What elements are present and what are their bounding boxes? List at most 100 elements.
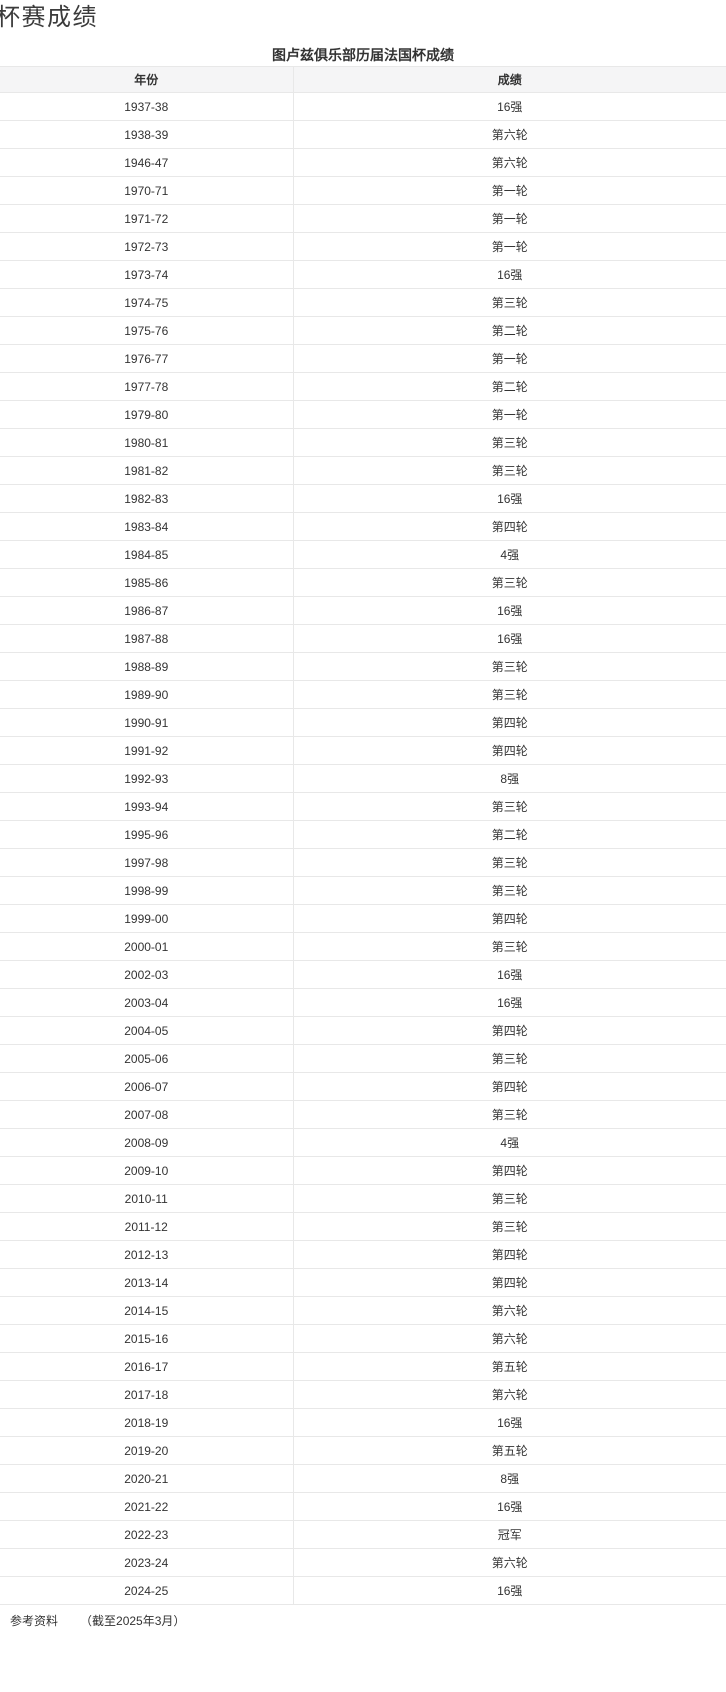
result-cell: 第六轮	[293, 1324, 726, 1353]
table-row: 2008-09 4强	[0, 1128, 726, 1157]
year-cell: 1977-78	[0, 372, 294, 401]
table-row: 2013-14 第四轮	[0, 1268, 726, 1297]
year-cell: 1991-92	[0, 736, 294, 765]
table-row: 1974-75 第三轮	[0, 288, 726, 317]
year-cell: 2019-20	[0, 1436, 294, 1465]
year-cell: 2014-15	[0, 1296, 294, 1325]
table-row: 2019-20 第五轮	[0, 1436, 726, 1465]
year-cell: 1973-74	[0, 260, 294, 289]
year-cell: 1999-00	[0, 904, 294, 933]
year-cell: 2023-24	[0, 1548, 294, 1577]
table-row: 1973-74 16强	[0, 260, 726, 289]
result-cell: 第三轮	[293, 876, 726, 905]
table-row: 1989-90 第三轮	[0, 680, 726, 709]
year-cell: 1987-88	[0, 624, 294, 653]
column-header-year: 年份	[0, 66, 294, 93]
year-cell: 2011-12	[0, 1212, 294, 1241]
table-row: 1986-87 16强	[0, 596, 726, 625]
result-cell: 第四轮	[293, 1240, 726, 1269]
table-row: 1976-77 第一轮	[0, 344, 726, 373]
table-row: 1995-96 第二轮	[0, 820, 726, 849]
year-cell: 1971-72	[0, 204, 294, 233]
table-row: 2011-12 第三轮	[0, 1212, 726, 1241]
result-cell: 8强	[293, 1464, 726, 1493]
year-cell: 2021-22	[0, 1492, 294, 1521]
result-cell: 第四轮	[293, 904, 726, 933]
year-cell: 1992-93	[0, 764, 294, 793]
result-cell: 第三轮	[293, 1212, 726, 1241]
result-cell: 第四轮	[293, 708, 726, 737]
result-cell: 第三轮	[293, 428, 726, 457]
table-footer: 参考资料 （截至2025年3月）	[0, 1605, 726, 1638]
year-cell: 2020-21	[0, 1464, 294, 1493]
year-cell: 2006-07	[0, 1072, 294, 1101]
result-cell: 第三轮	[293, 932, 726, 961]
table-row: 1938-39 第六轮	[0, 120, 726, 149]
result-cell: 第六轮	[293, 1548, 726, 1577]
reference-note: （截至2025年3月）	[80, 1614, 186, 1628]
year-cell: 2013-14	[0, 1268, 294, 1297]
year-cell: 2005-06	[0, 1044, 294, 1073]
year-cell: 1984-85	[0, 540, 294, 569]
table-row: 2023-24 第六轮	[0, 1548, 726, 1577]
result-cell: 第二轮	[293, 820, 726, 849]
table-row: 2006-07 第四轮	[0, 1072, 726, 1101]
result-cell: 16强	[293, 92, 726, 121]
table-row: 1991-92 第四轮	[0, 736, 726, 765]
table-row: 2012-13 第四轮	[0, 1240, 726, 1269]
year-cell: 1938-39	[0, 120, 294, 149]
table-row: 1972-73 第一轮	[0, 232, 726, 261]
table-row: 1971-72 第一轮	[0, 204, 726, 233]
result-cell: 4强	[293, 1128, 726, 1157]
result-cell: 第三轮	[293, 680, 726, 709]
year-cell: 2004-05	[0, 1016, 294, 1045]
year-cell: 2018-19	[0, 1408, 294, 1437]
table-row: 1982-83 16强	[0, 484, 726, 513]
table-row: 2005-06 第三轮	[0, 1044, 726, 1073]
table-row: 1998-99 第三轮	[0, 876, 726, 905]
table-row: 1946-47 第六轮	[0, 148, 726, 177]
table-header-row: 年份 成绩	[0, 66, 726, 93]
year-cell: 1981-82	[0, 456, 294, 485]
table-row: 2002-03 16强	[0, 960, 726, 989]
result-cell: 16强	[293, 624, 726, 653]
result-cell: 第六轮	[293, 1380, 726, 1409]
year-cell: 1976-77	[0, 344, 294, 373]
table-row: 1990-91 第四轮	[0, 708, 726, 737]
year-cell: 2007-08	[0, 1100, 294, 1129]
year-cell: 1995-96	[0, 820, 294, 849]
table-row: 1979-80 第一轮	[0, 400, 726, 429]
year-cell: 1937-38	[0, 92, 294, 121]
table-row: 1993-94 第三轮	[0, 792, 726, 821]
result-cell: 第四轮	[293, 1016, 726, 1045]
result-cell: 8强	[293, 764, 726, 793]
table-row: 2010-11 第三轮	[0, 1184, 726, 1213]
table-row: 1997-98 第三轮	[0, 848, 726, 877]
reference-label: 参考资料	[10, 1614, 59, 1628]
year-cell: 2003-04	[0, 988, 294, 1017]
year-cell: 1974-75	[0, 288, 294, 317]
result-cell: 第一轮	[293, 400, 726, 429]
result-cell: 第五轮	[293, 1436, 726, 1465]
result-cell: 第六轮	[293, 148, 726, 177]
table-title: 图卢兹俱乐部历届法国杯成绩	[272, 47, 454, 63]
year-cell: 1979-80	[0, 400, 294, 429]
result-cell: 16强	[293, 484, 726, 513]
table-row: 1975-76 第二轮	[0, 316, 726, 345]
table-row: 2007-08 第三轮	[0, 1100, 726, 1129]
result-cell: 第四轮	[293, 1268, 726, 1297]
result-cell: 第一轮	[293, 232, 726, 261]
year-cell: 1990-91	[0, 708, 294, 737]
result-cell: 第三轮	[293, 1044, 726, 1073]
result-cell: 16强	[293, 596, 726, 625]
result-cell: 16强	[293, 960, 726, 989]
year-cell: 1989-90	[0, 680, 294, 709]
table-row: 2000-01 第三轮	[0, 932, 726, 961]
result-cell: 第三轮	[293, 456, 726, 485]
result-cell: 16强	[293, 260, 726, 289]
result-cell: 第三轮	[293, 848, 726, 877]
result-cell: 第四轮	[293, 1072, 726, 1101]
year-cell: 1983-84	[0, 512, 294, 541]
year-cell: 1986-87	[0, 596, 294, 625]
table-row: 2014-15 第六轮	[0, 1296, 726, 1325]
